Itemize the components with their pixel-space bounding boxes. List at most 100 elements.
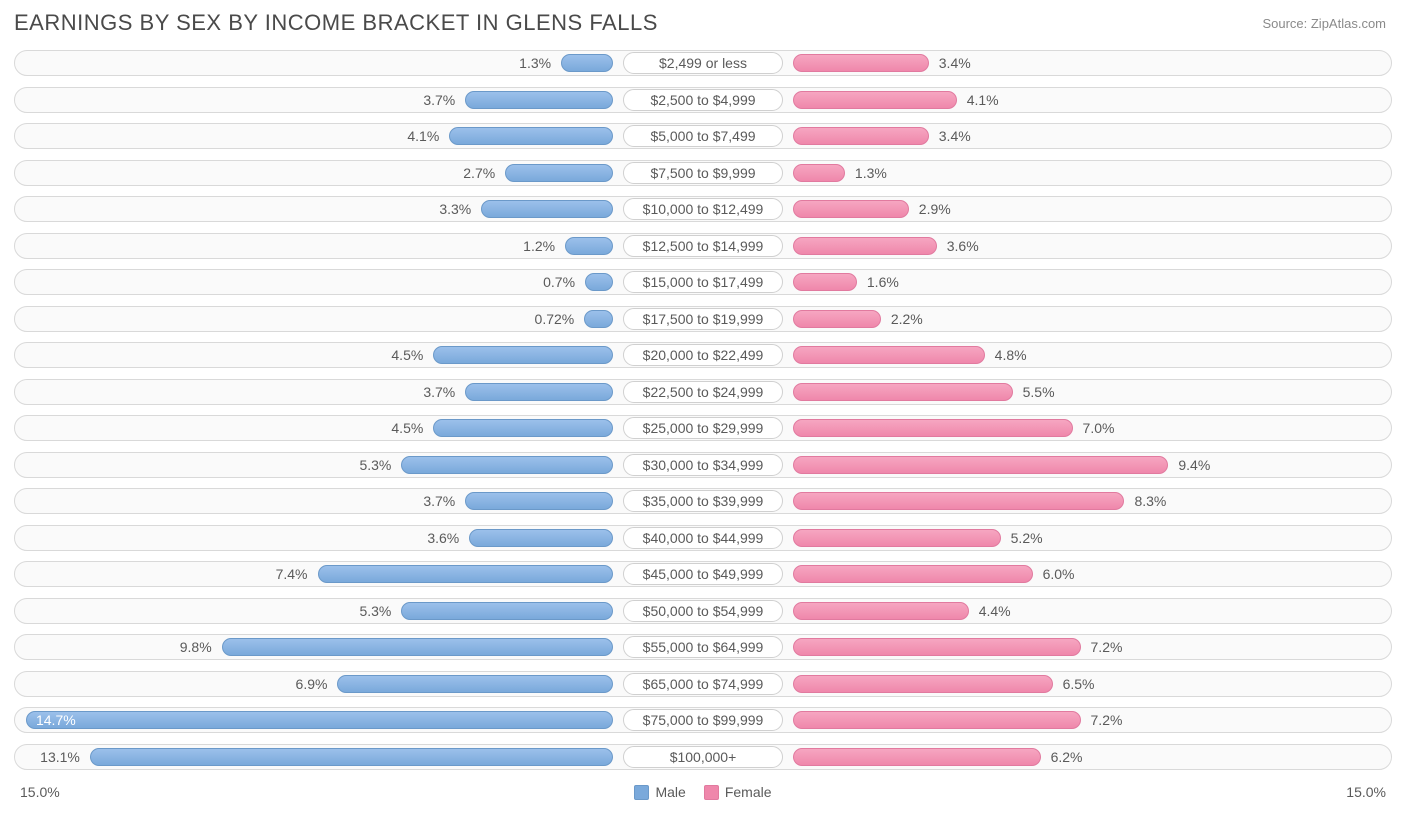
- male-bar: [337, 675, 613, 693]
- male-half: 1.2%: [14, 229, 703, 264]
- female-half: 2.9%: [703, 192, 1392, 227]
- male-bar: [401, 602, 613, 620]
- legend-female: Female: [704, 784, 772, 800]
- male-bar: [469, 529, 613, 547]
- male-half: 4.5%: [14, 411, 703, 446]
- chart-row: 1.2%3.6%$12,500 to $14,999: [14, 229, 1392, 264]
- male-half: 4.5%: [14, 338, 703, 373]
- chart-row: 3.7% 8.3% $35,000 to $39,999: [14, 484, 1392, 519]
- female-half: 7.2%: [703, 630, 1392, 665]
- chart-body: 1.3%3.4%$2,499 or less3.7%4.1%$2,500 to …: [0, 46, 1406, 774]
- female-half: 7.0%: [703, 411, 1392, 446]
- female-value: 3.4%: [939, 128, 971, 144]
- legend-male: Male: [634, 784, 685, 800]
- chart-row: 13.1%6.2%$100,000+: [14, 740, 1392, 775]
- male-value: 4.5%: [391, 347, 423, 363]
- bracket-label: $45,000 to $49,999: [623, 563, 783, 585]
- male-half: 4.1%: [14, 119, 703, 154]
- female-value: 6.5%: [1063, 676, 1095, 692]
- bracket-label: $20,000 to $22,499: [623, 344, 783, 366]
- male-bar: [585, 273, 613, 291]
- female-value: 4.8%: [995, 347, 1027, 363]
- bracket-label: $35,000 to $39,999: [623, 490, 783, 512]
- bracket-label: $25,000 to $29,999: [623, 417, 783, 439]
- chart-row: 3.7%5.5%$22,500 to $24,999: [14, 375, 1392, 410]
- female-half: 4.4%: [703, 594, 1392, 629]
- male-bar: [222, 638, 613, 656]
- chart-row: 0.7%1.6%$15,000 to $17,499: [14, 265, 1392, 300]
- bracket-label: $5,000 to $7,499: [623, 125, 783, 147]
- male-bar: [433, 419, 613, 437]
- female-half: 6.2%: [703, 740, 1392, 775]
- male-value: 13.1%: [40, 749, 80, 765]
- bracket-label: $15,000 to $17,499: [623, 271, 783, 293]
- female-value: 6.2%: [1051, 749, 1083, 765]
- bracket-label: $7,500 to $9,999: [623, 162, 783, 184]
- male-half: 3.6%: [14, 521, 703, 556]
- legend-male-swatch: [634, 785, 649, 800]
- chart-footer: 15.0% Male Female 15.0%: [0, 776, 1406, 800]
- bracket-label: $10,000 to $12,499: [623, 198, 783, 220]
- female-bar: [793, 748, 1041, 766]
- male-half: 13.1%: [14, 740, 703, 775]
- male-half: 3.3%: [14, 192, 703, 227]
- female-value: 6.0%: [1043, 566, 1075, 582]
- male-value: 3.3%: [439, 201, 471, 217]
- male-half: 0.7%: [14, 265, 703, 300]
- chart-title: EARNINGS BY SEX BY INCOME BRACKET IN GLE…: [14, 10, 658, 36]
- female-half: 2.2%: [703, 302, 1392, 337]
- female-half: 3.6%: [703, 229, 1392, 264]
- legend-female-swatch: [704, 785, 719, 800]
- axis-max-right: 15.0%: [1346, 784, 1386, 800]
- male-half: 3.7%: [14, 484, 703, 519]
- male-bar: [318, 565, 614, 583]
- female-half: 9.4%: [703, 448, 1392, 483]
- chart-row: 3.6%5.2%$40,000 to $44,999: [14, 521, 1392, 556]
- female-bar: [793, 310, 881, 328]
- male-half: 14.7%: [14, 703, 703, 738]
- male-value: 3.7%: [423, 493, 455, 509]
- female-bar: [793, 346, 985, 364]
- male-value: 4.5%: [391, 420, 423, 436]
- male-bar: [505, 164, 613, 182]
- chart-row: 5.3%9.4%$30,000 to $34,999: [14, 448, 1392, 483]
- male-value: 2.7%: [463, 165, 495, 181]
- male-half: 5.3%: [14, 594, 703, 629]
- female-bar: [793, 565, 1033, 583]
- chart-row: 9.8%7.2%$55,000 to $64,999: [14, 630, 1392, 665]
- axis-max-left: 15.0%: [20, 784, 60, 800]
- male-half: 0.72%: [14, 302, 703, 337]
- female-bar: [793, 127, 929, 145]
- female-bar: [793, 456, 1168, 474]
- male-bar: [481, 200, 613, 218]
- female-bar: [793, 54, 929, 72]
- female-bar: [793, 91, 957, 109]
- female-value: 7.2%: [1091, 639, 1123, 655]
- female-value: 9.4%: [1178, 457, 1210, 473]
- male-bar: [584, 310, 613, 328]
- male-value: 5.3%: [359, 457, 391, 473]
- male-value: 3.6%: [427, 530, 459, 546]
- female-half: 1.3%: [703, 156, 1392, 191]
- female-bar: [793, 675, 1053, 693]
- male-half: 5.3%: [14, 448, 703, 483]
- female-value: 7.0%: [1083, 420, 1115, 436]
- male-bar: [449, 127, 613, 145]
- male-half: 9.8%: [14, 630, 703, 665]
- female-bar: [793, 638, 1081, 656]
- female-value: 2.9%: [919, 201, 951, 217]
- male-bar: [465, 383, 613, 401]
- bracket-label: $2,499 or less: [623, 52, 783, 74]
- female-value: 8.3%: [1134, 493, 1166, 509]
- male-bar: [433, 346, 613, 364]
- male-half: 3.7%: [14, 83, 703, 118]
- male-half: 2.7%: [14, 156, 703, 191]
- chart-row: 3.7%4.1%$2,500 to $4,999: [14, 83, 1392, 118]
- male-half: 1.3%: [14, 46, 703, 81]
- female-value: 4.1%: [967, 92, 999, 108]
- chart-header: EARNINGS BY SEX BY INCOME BRACKET IN GLE…: [0, 0, 1406, 46]
- male-value: 1.3%: [519, 55, 551, 71]
- female-half: 3.4%: [703, 46, 1392, 81]
- male-value: 5.3%: [359, 603, 391, 619]
- chart-row: 4.5% 7.0% $25,000 to $29,999: [14, 411, 1392, 446]
